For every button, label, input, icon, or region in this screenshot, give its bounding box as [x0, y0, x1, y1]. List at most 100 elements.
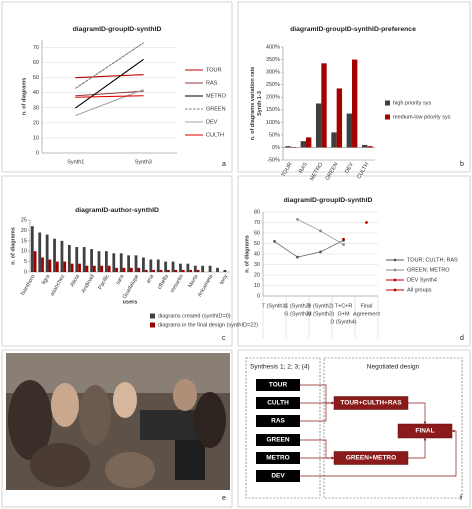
legend-label: GREEN — [206, 106, 226, 112]
series-line — [75, 95, 144, 98]
bar — [216, 267, 219, 272]
y-tick-label: 250% — [266, 82, 280, 88]
diagram: Synthesis 1; 2; 3; (4) Negotiated design T… — [245, 357, 463, 502]
merged-label: TOUR+CULTH+RAS — [340, 400, 402, 407]
y-tick-label: 10 — [21, 249, 27, 255]
x-tick-label: ligra — [41, 273, 52, 286]
panel-letter: a — [222, 161, 226, 168]
x-tick-label: asanchez — [49, 274, 66, 298]
x-tick-label: M (Synth3) — [307, 311, 334, 317]
bar — [367, 146, 373, 148]
bar — [208, 265, 212, 272]
bar — [78, 263, 81, 272]
bar — [85, 265, 89, 272]
y-tick-label: 30 — [33, 105, 39, 111]
bar — [75, 247, 79, 272]
chart-title: diagramID-groupID-synthID — [284, 197, 373, 204]
x-tick-label: tony — [219, 274, 230, 286]
bar — [97, 251, 101, 272]
y-tick-label: 20 — [33, 120, 39, 126]
bar — [41, 257, 44, 272]
y-tick-label: 70 — [254, 220, 260, 226]
chart-title: diagramID-author-synthID — [75, 207, 159, 214]
y-tick-label: -50% — [267, 157, 280, 163]
photo-person — [79, 385, 111, 445]
panel-border — [237, 349, 471, 508]
point — [296, 255, 299, 259]
y-axis-label: n. of diagrams — [244, 235, 250, 273]
x-tick-label: T+C+R — [335, 303, 353, 309]
group-box — [256, 379, 300, 391]
y-tick-label: 60 — [33, 60, 39, 66]
bar — [300, 141, 306, 148]
x-tick-label: T (Synth1) — [262, 303, 288, 309]
y-tick-label: 50% — [269, 132, 280, 138]
chart: diagramID-author-synthID 0 5 10 15 20 25 n. of … — [10, 207, 258, 342]
photo — [6, 353, 230, 490]
bar — [82, 247, 86, 272]
y-tick-label: 150% — [266, 107, 280, 113]
y-tick-label: 25 — [21, 217, 27, 223]
series-line — [75, 74, 144, 79]
x-tick-label: Synth3 — [135, 159, 152, 165]
bar — [156, 259, 160, 272]
y-tick-label: 20 — [254, 272, 260, 278]
legend-marker — [393, 288, 397, 292]
photo-person — [113, 382, 137, 418]
bar — [30, 226, 34, 272]
y-tick-label: 50 — [33, 75, 39, 81]
y-axis-label-line: Synth 1-3 — [257, 91, 263, 116]
arrow — [300, 401, 335, 422]
bar — [186, 263, 190, 272]
photo-person — [194, 392, 226, 448]
photo-person — [30, 443, 90, 487]
group-box — [256, 434, 300, 446]
series-line — [75, 90, 144, 97]
x-tick-label: cfbella — [157, 273, 171, 291]
section-box — [323, 357, 463, 499]
x-tick-label: D (Synth4) — [330, 319, 356, 325]
panel-letter: b — [460, 161, 464, 168]
photo-person — [51, 383, 79, 427]
group-label: DEV — [271, 473, 285, 480]
section-title: Synthesis 1; 2; 3; (4) — [250, 364, 310, 371]
y-tick-label: 400% — [266, 44, 280, 50]
bar — [134, 255, 138, 272]
chart-title: diagramID-groupID-synthID — [73, 26, 162, 33]
panel-border — [1, 175, 233, 347]
group-label: CULTH — [267, 400, 289, 407]
y-tick-label: 0 — [24, 269, 27, 275]
arrow — [300, 429, 457, 477]
legend-label: high priority sys — [393, 100, 431, 106]
group-label: TOUR — [269, 382, 288, 389]
bar — [100, 265, 104, 272]
panel-border — [1, 1, 233, 173]
bar — [45, 234, 49, 272]
y-tick-label: 350% — [266, 57, 280, 63]
point — [296, 217, 299, 221]
bar — [137, 267, 141, 272]
y-tick-label: 200% — [266, 95, 280, 101]
legend-label: CULTH — [206, 132, 224, 138]
bar — [67, 244, 71, 272]
legend-label: DEV — [206, 119, 218, 125]
y-tick-label: 70 — [33, 45, 39, 51]
legend-label: TOUR — [206, 67, 222, 73]
y-tick-label: 30 — [254, 262, 260, 268]
y-axis-label-line: n. of diagrams variation rate — [250, 67, 256, 141]
bar — [361, 144, 368, 148]
photo-person — [8, 380, 52, 460]
x-tick-label: Synth1 — [67, 159, 84, 165]
y-tick-label: 40 — [33, 90, 39, 96]
section-title: Negotiated design — [367, 364, 420, 371]
y-axis-label: n. of diagrams variation rateSynth 1-3 — [250, 67, 263, 141]
bar — [130, 267, 133, 272]
x-tick-label: Final — [361, 303, 373, 309]
y-tick-label: 10 — [33, 135, 39, 141]
x-tick-label: Alicia — [69, 273, 81, 288]
legend-label: diagrams created (synthID=0) — [158, 313, 231, 319]
bar — [331, 132, 337, 148]
y-tick-label: 60 — [254, 230, 260, 236]
x-tick-label: METRO — [309, 161, 324, 182]
bar — [142, 257, 145, 272]
